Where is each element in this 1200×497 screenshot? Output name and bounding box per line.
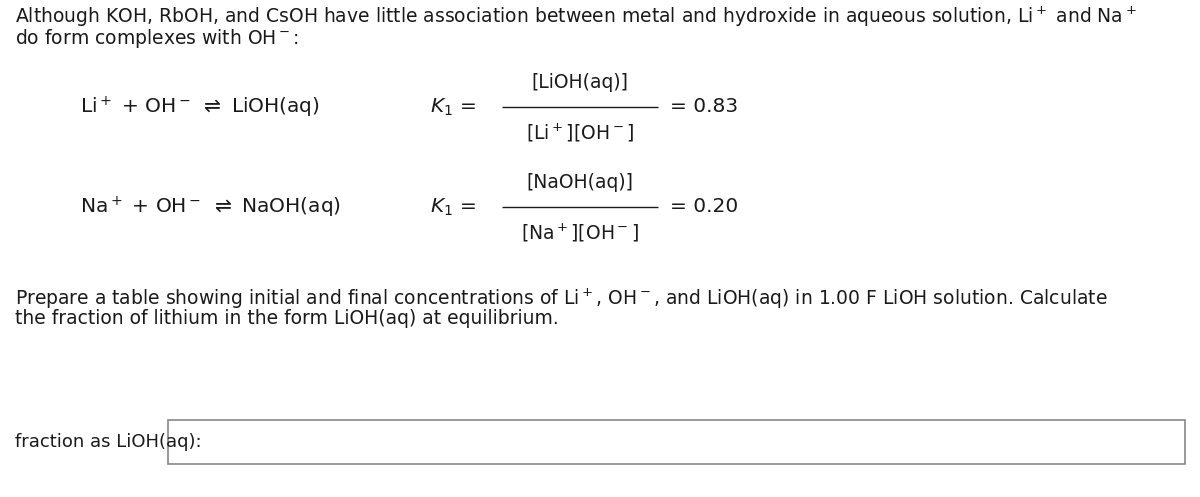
Text: [LiOH(aq)]: [LiOH(aq)] — [532, 73, 629, 92]
Text: [Na$^+$][OH$^-$]: [Na$^+$][OH$^-$] — [521, 222, 638, 244]
Text: Prepare a table showing initial and final concentrations of Li$^+$, OH$^-$, and : Prepare a table showing initial and fina… — [14, 287, 1108, 311]
Text: Although KOH, RbOH, and CsOH have little association between metal and hydroxide: Although KOH, RbOH, and CsOH have little… — [14, 5, 1136, 29]
Text: Na$^+$ + OH$^-$ $\rightleftharpoons$ NaOH(aq): Na$^+$ + OH$^-$ $\rightleftharpoons$ NaO… — [80, 194, 341, 220]
Text: $K_1$ =: $K_1$ = — [430, 96, 476, 118]
FancyBboxPatch shape — [168, 420, 1186, 464]
Text: the fraction of lithium in the form LiOH(aq) at equilibrium.: the fraction of lithium in the form LiOH… — [14, 309, 559, 328]
Text: do form complexes with OH$^-$:: do form complexes with OH$^-$: — [14, 27, 299, 50]
Text: [NaOH(aq)]: [NaOH(aq)] — [527, 173, 634, 192]
Text: fraction as LiOH(aq):: fraction as LiOH(aq): — [14, 433, 202, 451]
Text: $K_1$ =: $K_1$ = — [430, 196, 476, 218]
Text: = 0.20: = 0.20 — [670, 197, 738, 217]
Text: [Li$^+$][OH$^-$]: [Li$^+$][OH$^-$] — [526, 122, 634, 144]
Text: = 0.83: = 0.83 — [670, 97, 738, 116]
Text: Li$^+$ + OH$^-$ $\rightleftharpoons$ LiOH(aq): Li$^+$ + OH$^-$ $\rightleftharpoons$ LiO… — [80, 94, 320, 120]
